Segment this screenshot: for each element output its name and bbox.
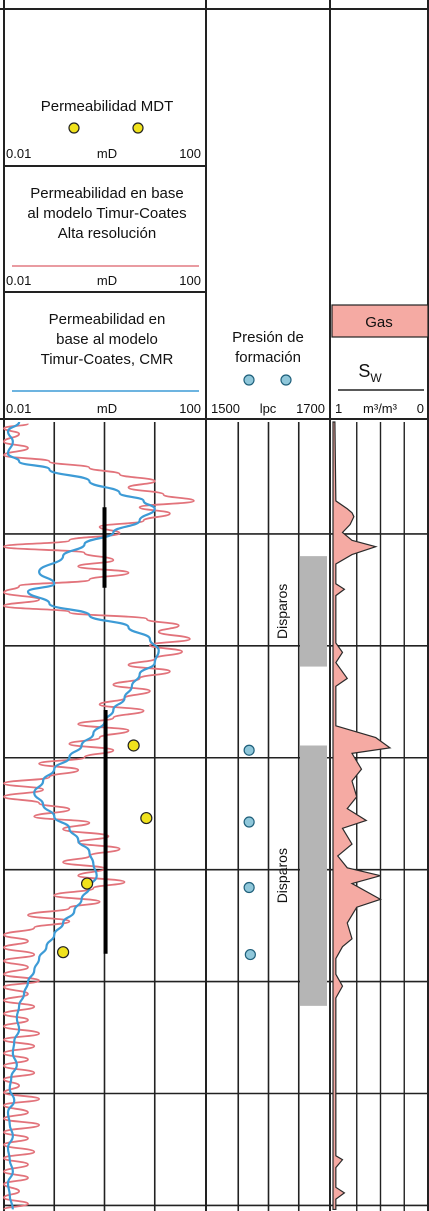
- mdt-permeability-point: [56, 946, 70, 959]
- highres-title-line-1: Permeabilidad en base: [30, 185, 183, 202]
- header-cmr: Permeabilidad en base al modelo Timur-Co…: [6, 311, 201, 416]
- fluid-scale-max: 0: [417, 401, 424, 416]
- highres-title-line-2: al modelo Timur-Coates: [27, 205, 186, 222]
- mdt-scale-min: 0.01: [6, 146, 31, 161]
- formation-pressure-point: [243, 881, 255, 894]
- cmr-title-line-2: base al modelo: [56, 331, 158, 348]
- cmr-title-line-1: Permeabilidad en: [49, 311, 166, 328]
- header-mdt: Permeabilidad MDT 0.01 mD 100: [6, 98, 201, 161]
- gas-label: Gas: [365, 314, 393, 331]
- fluid-scale-min: 1: [335, 401, 342, 416]
- formation-pressure-point: [243, 744, 255, 756]
- mdt-permeability-point: [127, 739, 140, 752]
- formation-pressure-point: [243, 816, 255, 828]
- mdt-permeability-point: [140, 811, 153, 825]
- cmr-scale-min: 0.01: [6, 401, 31, 416]
- header-pressure: Presión de formación 1500 lpc 1700: [211, 329, 325, 416]
- pressure-scale-unit: lpc: [260, 401, 277, 416]
- mdt-title: Permeabilidad MDT: [41, 98, 174, 115]
- formation-pressure-point: [244, 948, 256, 961]
- gas-saturation-fill: [332, 421, 392, 1211]
- permeability-highres-curve: [3, 422, 195, 1211]
- perforation-interval: [300, 745, 327, 1006]
- highres-title-line-3: Alta resolución: [58, 225, 156, 242]
- mdt-scale-unit: mD: [97, 146, 117, 161]
- perforation-label: Disparos: [274, 848, 290, 903]
- perforation-interval: [300, 556, 327, 667]
- pressure-scale-min: 1500: [211, 401, 240, 416]
- marker-layer: [56, 507, 256, 961]
- pressure-title-line-1: Presión de: [232, 329, 304, 346]
- cmr-scale-max: 100: [179, 401, 201, 416]
- permeability-cmr-curve: [6, 421, 160, 1210]
- pressure-legend-dot: [243, 374, 255, 386]
- curve-layer: [3, 421, 195, 1211]
- highres-scale-max: 100: [179, 273, 201, 288]
- sw-label: SW: [358, 361, 382, 385]
- mdt-permeability-point: [80, 877, 94, 890]
- perforation-label: Disparos: [274, 584, 290, 639]
- pressure-scale-max: 1700: [296, 401, 325, 416]
- gas-legend-box: [331, 304, 429, 338]
- pressure-title-line-2: formación: [235, 349, 301, 366]
- highres-scale-unit: mD: [97, 273, 117, 288]
- fill-layer: Disparos Disparos: [274, 421, 392, 1211]
- mdt-legend-dot: [132, 122, 144, 134]
- pressure-legend-dot: [280, 374, 292, 386]
- cmr-title-line-3: Timur-Coates, CMR: [41, 351, 174, 368]
- mdt-scale-max: 100: [179, 146, 201, 161]
- cmr-scale-unit: mD: [97, 401, 117, 416]
- highres-scale-min: 0.01: [6, 273, 31, 288]
- header-highres: Permeabilidad en base al modelo Timur-Co…: [6, 185, 201, 288]
- fluid-scale-unit: m³/m³: [363, 401, 398, 416]
- header-fluid: Gas SW 1 m³/m³ 0: [335, 314, 424, 416]
- mdt-legend-dot: [68, 122, 80, 134]
